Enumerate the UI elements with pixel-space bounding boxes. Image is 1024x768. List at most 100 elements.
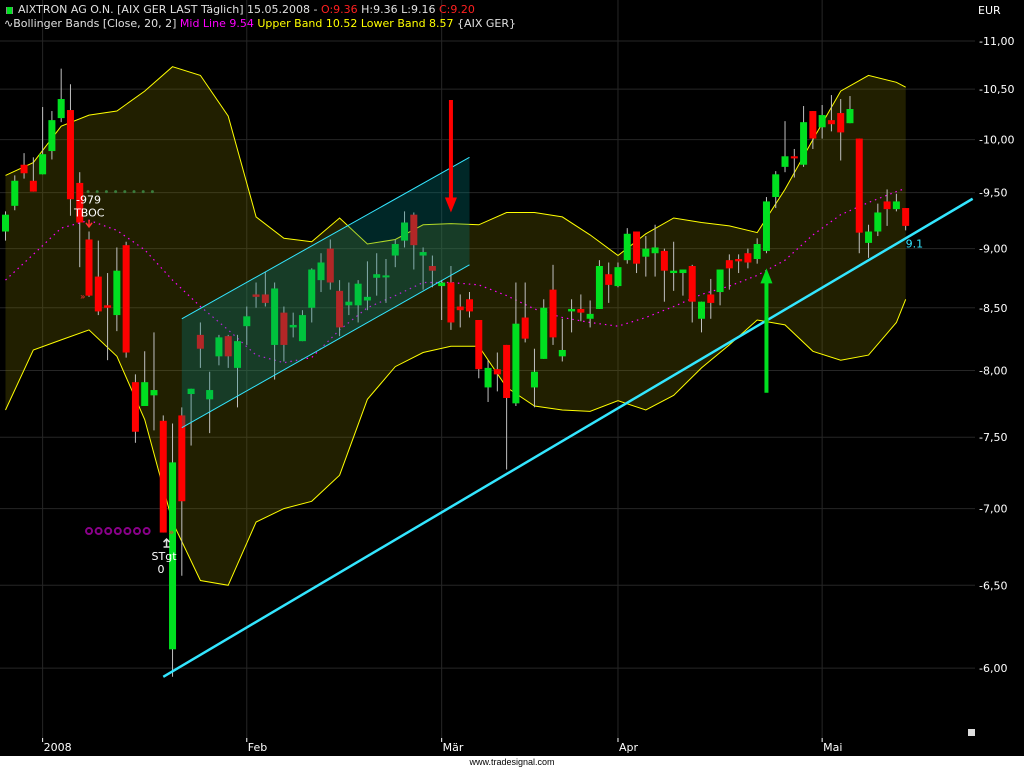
mid-line [5,187,906,364]
candle-down [66,110,74,200]
candle-up [484,367,492,388]
indicator-header[interactable]: ∿Bollinger Bands [Close, 20, 2] Mid Line… [4,17,516,30]
candle-down [336,290,344,328]
candle-up [438,282,446,287]
candle-down [688,266,696,302]
wave-icon: ∿ [4,17,14,30]
upper-band-line [5,66,906,257]
candle-down [605,274,613,285]
candle-up [57,99,65,119]
stop-target-circle [142,527,151,536]
signal-value-label: -979 [76,194,101,207]
candle-up [169,462,177,650]
candle-down [883,201,891,210]
candle-up [698,301,705,319]
candle-up [670,270,678,274]
signal-level-dot [114,190,118,194]
candle-up [642,248,650,257]
candle-down [76,182,84,223]
candle-up [846,109,854,124]
candle-down [466,299,473,312]
candle-down [196,334,204,349]
signal-level-dot [132,190,136,194]
candle-up [762,201,770,251]
indicator-name: Bollinger Bands [Close, 20, 2] [13,17,180,30]
signal-level-dot [95,190,99,194]
candle-up [568,308,576,312]
candle-up [39,154,47,175]
candle-up [317,262,325,281]
candle-up [11,180,19,206]
signal-level-dot [150,190,154,194]
signal-level-dot [104,190,108,194]
candle-up [391,244,399,256]
candle-up [512,323,520,404]
candle-up [48,120,56,152]
candle-up [614,267,622,287]
candle-up [586,313,594,319]
y-tick-label: -7,00 [979,503,1007,516]
candle-up [800,122,808,165]
candle-up [753,244,761,260]
signal-name-label: TBOC [73,207,105,220]
candle-up [289,324,297,328]
low-value: L:9.16 [401,3,436,16]
symbol-header: AIXTRON AG O.N. [AIX GER LAST Täglich] 1… [4,3,475,16]
candle-down [428,266,436,271]
candle-up [558,349,566,357]
candle-down [837,113,845,133]
candle-up [540,307,548,359]
open-value: O:9.36 [320,3,358,16]
y-tick-label: -9,50 [979,187,1007,200]
candle-down [790,156,798,159]
candle-down [735,259,743,262]
resize-handle-icon[interactable] [968,729,975,736]
candle-up [772,174,780,198]
candle-up [623,233,631,261]
candle-down [633,231,641,264]
candle-up [345,301,353,306]
candle-up [679,269,687,274]
candle-down [326,248,334,283]
candle-down [104,305,112,308]
candle-up [781,156,789,167]
stop-target-value: 0 [158,563,165,576]
x-tick-label: Mai [823,741,842,754]
stop-target-circle [133,527,142,536]
candle-up [206,390,214,400]
chevron-icon: » [80,293,86,303]
candle-up [141,382,149,406]
candle-up [363,296,371,301]
candle-down [252,294,260,297]
candle-down [224,336,232,357]
y-tick-label: -10,50 [979,83,1014,96]
candle-down [744,253,752,263]
y-tick-label: -9,00 [979,243,1007,256]
up-arrow-head-icon [760,268,773,284]
x-tick-label: Apr [619,741,639,754]
candle-down [29,180,37,192]
candle-down [902,208,910,226]
candle-up [530,371,538,388]
candle-down [521,317,529,339]
trendline-label: 9.1 [906,237,924,250]
candle-down [122,245,130,353]
candle-down [85,239,93,296]
symbol-title: AIXTRON AG O.N. [AIX GER LAST Täglich] 1… [18,3,321,16]
stop-target-circle [123,527,132,536]
candle-down [707,294,715,303]
stop-target-icon [163,537,171,548]
stop-target-name: STgt [152,550,178,563]
channel-lower-line [181,264,470,429]
candle-up [595,266,603,309]
time-axis[interactable]: 2008 Feb Mär Apr Mai [42,738,843,754]
y-tick-label: -10,00 [979,134,1014,147]
candle-up [187,388,195,395]
lower-band-line [5,299,907,586]
bollinger-bands [5,66,907,586]
candle-down [493,369,501,375]
candles [2,68,910,677]
candle-down [456,306,464,311]
price-axis[interactable]: -11,00 -10,50 -10,00 -9,50 -9,00 -8,50 -8,00 -7… [979,35,1014,675]
